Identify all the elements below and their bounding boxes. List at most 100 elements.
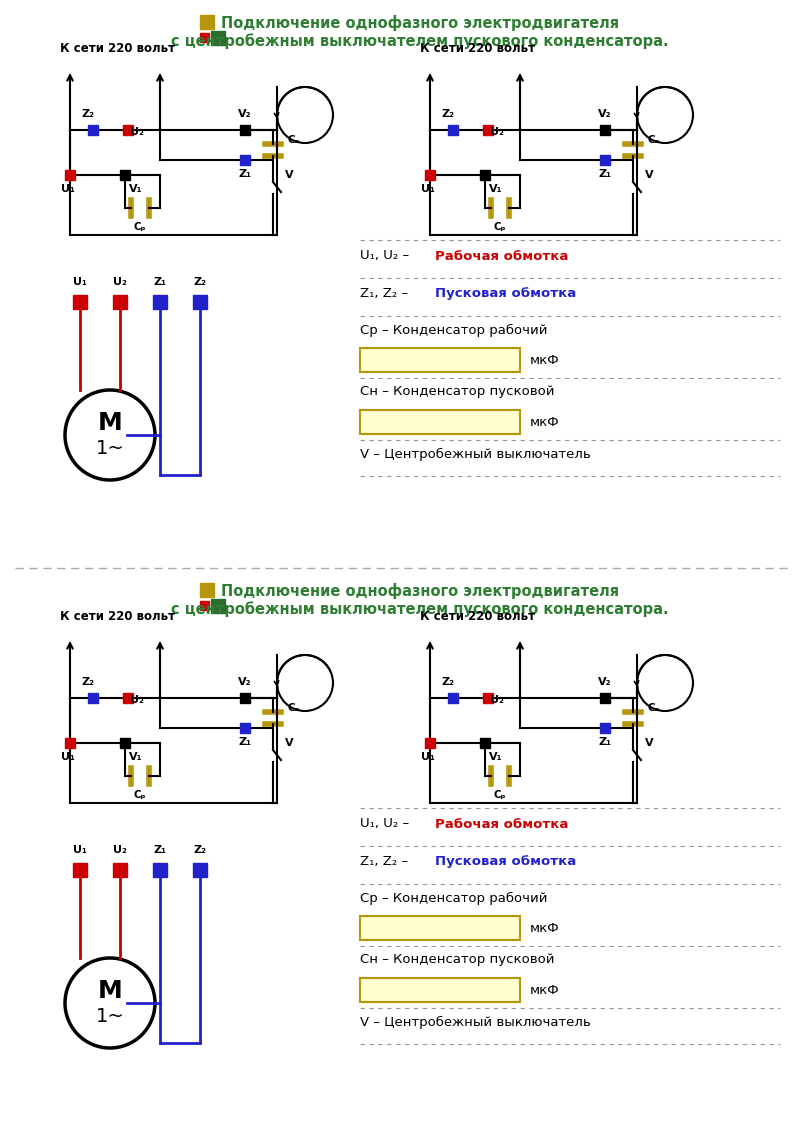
Text: Z₁: Z₁ xyxy=(598,737,612,747)
Text: Z₁, Z₂ –: Z₁, Z₂ – xyxy=(360,287,412,301)
Bar xyxy=(240,723,250,734)
Bar xyxy=(193,295,207,309)
Bar xyxy=(360,349,520,372)
Bar xyxy=(200,601,209,611)
Bar xyxy=(448,693,458,703)
Text: U₁, U₂ –: U₁, U₂ – xyxy=(360,249,414,262)
Text: Cₙ: Cₙ xyxy=(287,703,299,713)
Text: мкФ: мкФ xyxy=(530,416,559,428)
Text: U₂: U₂ xyxy=(130,695,144,705)
Text: Cₚ: Cₚ xyxy=(493,222,506,232)
Bar xyxy=(360,410,520,434)
Text: U₁: U₁ xyxy=(421,185,435,194)
Text: Z₁: Z₁ xyxy=(238,737,251,747)
Text: V₁: V₁ xyxy=(129,752,142,762)
Text: V₂: V₂ xyxy=(598,109,612,118)
Text: V₁: V₁ xyxy=(489,752,502,762)
Text: Z₁, Z₂ –: Z₁, Z₂ – xyxy=(360,855,412,869)
Bar xyxy=(240,155,250,165)
Text: V: V xyxy=(285,170,294,180)
Text: U₂: U₂ xyxy=(113,845,127,855)
Text: V₂: V₂ xyxy=(238,109,252,118)
Text: Cₚ: Cₚ xyxy=(493,790,506,800)
Text: Z₂: Z₂ xyxy=(193,277,207,287)
Bar xyxy=(73,295,87,309)
Bar xyxy=(123,693,133,703)
Bar xyxy=(480,170,490,180)
Bar xyxy=(113,295,127,309)
Text: с центробежным выключателем пускового конденсатора.: с центробежным выключателем пускового ко… xyxy=(171,33,669,49)
Bar xyxy=(88,125,98,136)
Text: Cₙ: Cₙ xyxy=(647,703,659,713)
Text: U₂: U₂ xyxy=(490,695,504,705)
Text: Рабочая обмотка: Рабочая обмотка xyxy=(435,818,568,830)
Text: Z₁: Z₁ xyxy=(598,169,612,179)
Text: V₁: V₁ xyxy=(129,185,142,194)
Bar xyxy=(120,738,130,748)
Bar xyxy=(120,170,130,180)
Text: М: М xyxy=(97,411,122,435)
Bar xyxy=(600,125,610,136)
Text: V: V xyxy=(645,170,654,180)
Bar xyxy=(448,125,458,136)
Bar xyxy=(211,599,225,613)
Text: 1~: 1~ xyxy=(96,1008,125,1026)
Text: Cₙ: Cₙ xyxy=(287,136,299,145)
Text: К сети 220 вольт: К сети 220 вольт xyxy=(420,42,535,55)
Text: U₁: U₁ xyxy=(73,845,87,855)
Text: U₁: U₁ xyxy=(73,277,87,287)
Text: мкФ: мкФ xyxy=(530,983,559,997)
Text: Cр – Конденсатор рабочий: Cр – Конденсатор рабочий xyxy=(360,323,547,336)
Bar xyxy=(360,978,520,1002)
Text: Пусковая обмотка: Пусковая обмотка xyxy=(435,855,576,869)
Text: Подключение однофазного электродвигателя: Подключение однофазного электродвигателя xyxy=(221,15,619,31)
Text: Cₙ: Cₙ xyxy=(647,136,659,145)
Text: U₂: U₂ xyxy=(130,128,144,137)
Text: V: V xyxy=(285,738,294,748)
Bar xyxy=(193,863,207,877)
Text: U₂: U₂ xyxy=(113,277,127,287)
Bar xyxy=(73,863,87,877)
Bar xyxy=(600,723,610,734)
Bar xyxy=(65,738,75,748)
Bar xyxy=(360,916,520,940)
Text: Cн – Конденсатор пусковой: Cн – Конденсатор пусковой xyxy=(360,385,555,399)
Text: U₂: U₂ xyxy=(490,128,504,137)
Bar xyxy=(123,125,133,136)
Text: Z₁: Z₁ xyxy=(238,169,251,179)
Text: U₁: U₁ xyxy=(61,752,75,762)
Text: V: V xyxy=(645,738,654,748)
Text: мкФ: мкФ xyxy=(530,921,559,934)
Text: Z₂: Z₂ xyxy=(441,677,455,687)
Bar xyxy=(65,170,75,180)
Text: 1~: 1~ xyxy=(96,440,125,459)
Text: К сети 220 вольт: К сети 220 вольт xyxy=(420,611,535,623)
Text: Пусковая обмотка: Пусковая обмотка xyxy=(435,287,576,301)
Text: М: М xyxy=(97,980,122,1003)
Text: Cр – Конденсатор рабочий: Cр – Конденсатор рабочий xyxy=(360,892,547,904)
Bar xyxy=(483,125,493,136)
Bar xyxy=(240,693,250,703)
Bar xyxy=(153,295,167,309)
Bar xyxy=(483,693,493,703)
Bar xyxy=(425,170,435,180)
Text: U₁, U₂ –: U₁, U₂ – xyxy=(360,818,414,830)
Bar xyxy=(200,33,209,42)
Text: Z₂: Z₂ xyxy=(193,845,207,855)
Bar xyxy=(480,738,490,748)
Text: с центробежным выключателем пускового конденсатора.: с центробежным выключателем пускового ко… xyxy=(171,601,669,617)
Bar xyxy=(113,863,127,877)
Bar xyxy=(600,155,610,165)
Text: V₂: V₂ xyxy=(598,677,612,687)
Text: К сети 220 вольт: К сети 220 вольт xyxy=(60,611,175,623)
Bar xyxy=(240,125,250,136)
Text: V₁: V₁ xyxy=(489,185,502,194)
Bar xyxy=(153,863,167,877)
Text: V – Центробежный выключатель: V – Центробежный выключатель xyxy=(360,1016,591,1029)
Bar xyxy=(200,583,214,597)
Text: U₁: U₁ xyxy=(61,185,75,194)
Text: Z₂: Z₂ xyxy=(81,109,94,118)
Text: Cн – Конденсатор пусковой: Cн – Конденсатор пусковой xyxy=(360,953,555,967)
Bar xyxy=(211,31,225,46)
Bar xyxy=(600,693,610,703)
